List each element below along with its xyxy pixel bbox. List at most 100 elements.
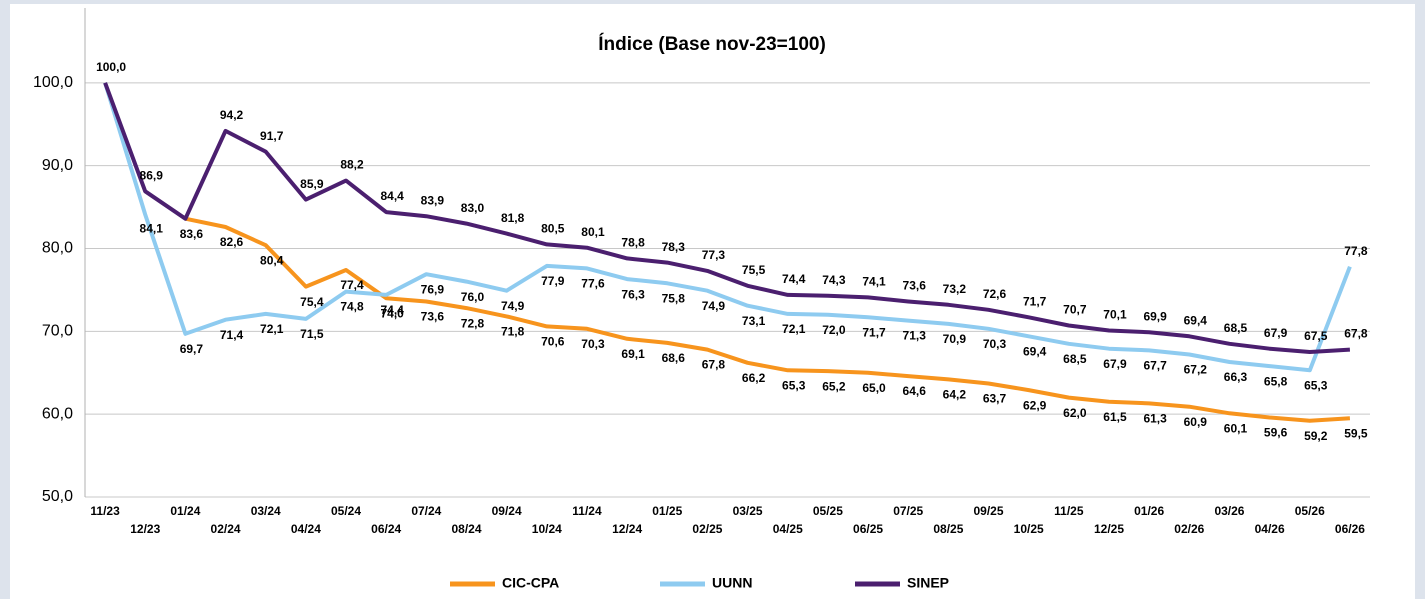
data-label: 84,1 [140, 222, 164, 236]
data-label: 72,6 [983, 287, 1007, 301]
legend-label: CIC-CPA [502, 575, 559, 591]
y-tick-label: 60,0 [42, 405, 73, 422]
data-label: 70,3 [983, 337, 1007, 351]
data-label: 71,4 [220, 328, 244, 342]
data-label: 76,9 [421, 282, 445, 296]
data-label: 67,8 [702, 358, 726, 372]
data-label: 74,4 [380, 303, 404, 317]
data-label: 65,3 [782, 378, 806, 392]
data-label: 82,6 [220, 235, 244, 249]
data-label: 67,5 [1304, 329, 1328, 343]
data-label: 85,9 [300, 177, 324, 191]
x-tick-label: 06/24 [371, 522, 401, 536]
data-label: 72,0 [822, 323, 846, 337]
data-label: 80,5 [541, 222, 565, 236]
data-label: 59,2 [1304, 429, 1328, 443]
chart-area [10, 4, 1415, 599]
data-label: 94,2 [220, 108, 244, 122]
data-label: 69,7 [180, 342, 204, 356]
x-tick-label: 07/24 [411, 504, 441, 518]
data-label: 65,0 [862, 381, 886, 395]
x-tick-label: 11/24 [572, 504, 602, 518]
x-tick-label: 10/25 [1014, 522, 1044, 536]
chart-title: Índice (Base nov-23=100) [598, 33, 826, 55]
x-tick-label: 12/25 [1094, 522, 1124, 536]
data-label: 80,4 [260, 253, 284, 267]
y-tick-label: 70,0 [42, 323, 73, 340]
data-label: 68,6 [662, 351, 686, 365]
series-line [103, 82, 1351, 354]
x-tick-label: 10/24 [532, 522, 562, 536]
x-tick-label: 03/26 [1214, 504, 1244, 518]
data-label: 77,3 [702, 248, 726, 262]
data-label: 83,0 [461, 201, 485, 215]
x-tick-label: 01/25 [652, 504, 682, 518]
data-label: 71,5 [300, 327, 324, 341]
data-label: 75,5 [742, 263, 766, 277]
data-label: 73,6 [903, 279, 927, 293]
data-label: 68,5 [1224, 321, 1248, 335]
data-label: 77,4 [340, 278, 364, 292]
data-label: 86,9 [140, 169, 164, 183]
data-label: 88,2 [340, 158, 364, 172]
x-tick-label: 04/26 [1255, 522, 1285, 536]
data-label: 70,9 [943, 332, 967, 346]
y-tick-label: 90,0 [42, 157, 73, 174]
data-label: 67,9 [1264, 326, 1288, 340]
y-tick-label: 80,0 [42, 240, 73, 257]
data-label: 69,4 [1023, 344, 1047, 358]
x-tick-label: 08/24 [451, 522, 481, 536]
x-tick-label: 09/24 [492, 504, 522, 518]
data-label: 76,3 [621, 287, 645, 301]
x-tick-label: 12/23 [130, 522, 160, 536]
x-tick-label: 01/24 [170, 504, 200, 518]
x-tick-label: 05/26 [1295, 504, 1325, 518]
x-tick-label: 11/23 [90, 504, 120, 518]
data-label: 59,6 [1264, 426, 1288, 440]
data-label: 70,3 [581, 337, 605, 351]
data-label: 69,4 [1184, 313, 1208, 327]
data-label: 70,1 [1103, 308, 1127, 322]
data-label: 91,7 [260, 129, 284, 143]
legend-label: UUNN [712, 575, 752, 591]
series-line [103, 82, 1352, 373]
data-label: 61,3 [1143, 412, 1167, 426]
data-label: 75,8 [662, 291, 686, 305]
data-label: 67,8 [1344, 327, 1368, 341]
data-label: 74,4 [782, 272, 806, 286]
data-label: 65,3 [1304, 378, 1328, 392]
data-label: 74,0 [380, 306, 404, 320]
x-tick-label: 05/24 [331, 504, 361, 518]
data-label: 69,1 [621, 347, 645, 361]
x-tick-label: 07/25 [893, 504, 923, 518]
data-label: 77,9 [541, 274, 565, 288]
data-label: 65,8 [1264, 374, 1288, 388]
data-label: 74,8 [340, 300, 364, 314]
data-label: 74,9 [702, 299, 726, 313]
data-label: 72,1 [782, 322, 806, 336]
data-label: 72,1 [260, 322, 284, 336]
data-label: 78,8 [621, 236, 645, 250]
x-tick-label: 06/25 [853, 522, 883, 536]
x-tick-label: 04/24 [291, 522, 321, 536]
data-label: 74,1 [862, 275, 886, 289]
data-label: 71,3 [903, 329, 927, 343]
data-label: 62,0 [1063, 406, 1087, 420]
data-label: 83,6 [180, 227, 204, 241]
x-tick-label: 03/25 [733, 504, 763, 518]
data-label: 78,3 [662, 240, 686, 254]
data-label: 100,0 [96, 60, 126, 74]
data-label: 67,7 [1143, 359, 1167, 373]
x-tick-label: 05/25 [813, 504, 843, 518]
data-label: 66,3 [1224, 370, 1248, 384]
x-tick-label: 11/25 [1054, 504, 1084, 518]
data-label: 77,8 [1344, 244, 1368, 258]
data-label: 84,4 [380, 189, 404, 203]
data-label: 60,1 [1224, 422, 1248, 436]
x-tick-label: 04/25 [773, 522, 803, 536]
data-label: 70,7 [1063, 303, 1087, 317]
data-label: 73,6 [421, 310, 445, 324]
data-label: 71,7 [1023, 294, 1047, 308]
